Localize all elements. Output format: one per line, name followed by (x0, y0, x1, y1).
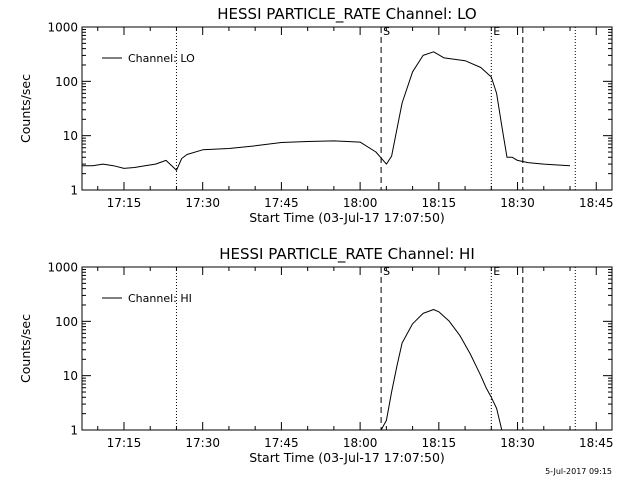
y-tick-label: 1 (70, 184, 78, 198)
x-tick-label: 17:30 (185, 196, 220, 210)
series-line (380, 309, 503, 431)
x-tick-label: 18:00 (343, 436, 378, 450)
plot-frame (81, 266, 613, 431)
footer-timestamp: 5-Jul-2017 09:15 (545, 467, 612, 476)
x-tick-label: 17:30 (185, 436, 220, 450)
x-tick-label: 18:15 (422, 436, 457, 450)
x-tick-label: 17:45 (264, 436, 299, 450)
x-tick-label: 17:45 (264, 196, 299, 210)
y-axis-label: Counts/sec (18, 314, 33, 383)
series-line (82, 51, 571, 171)
y-tick-label: 100 (55, 75, 78, 89)
x-axis-label: Start Time (03-Jul-17 17:07:50) (249, 450, 445, 465)
event-marker-label: E (493, 265, 500, 278)
x-tick-label: 18:45 (579, 196, 614, 210)
x-tick-label: 18:15 (422, 196, 457, 210)
panel-lo: HESSI PARTICLE_RATE Channel: LO Start Tim… (18, 5, 614, 225)
x-tick-label: 18:30 (500, 436, 535, 450)
y-axis-label: Counts/sec (18, 74, 33, 143)
chart-title: HESSI PARTICLE_RATE Channel: LO (217, 5, 476, 24)
legend-entry: Channel: LO (128, 52, 195, 65)
event-marker-label: E (493, 25, 500, 38)
event-marker-label: S (383, 265, 390, 278)
y-tick-label: 1000 (47, 261, 78, 275)
x-tick-label: 18:00 (343, 196, 378, 210)
event-marker-label: S (383, 25, 390, 38)
y-tick-label: 100 (55, 315, 78, 329)
chart-title: HESSI PARTICLE_RATE Channel: HI (219, 245, 475, 264)
x-tick-label: 18:30 (500, 196, 535, 210)
x-tick-label: 17:15 (107, 196, 142, 210)
x-axis-label: Start Time (03-Jul-17 17:07:50) (249, 210, 445, 225)
panel-hi: HESSI PARTICLE_RATE Channel: HI Start Tim… (18, 245, 614, 465)
x-tick-label: 18:45 (579, 436, 614, 450)
y-tick-label: 10 (63, 129, 78, 143)
plot-frame (81, 26, 613, 191)
y-tick-label: 1 (70, 424, 78, 438)
legend-entry: Channel: HI (128, 292, 192, 305)
x-tick-label: 17:15 (107, 436, 142, 450)
y-tick-label: 1000 (47, 21, 78, 35)
y-tick-label: 10 (63, 369, 78, 383)
